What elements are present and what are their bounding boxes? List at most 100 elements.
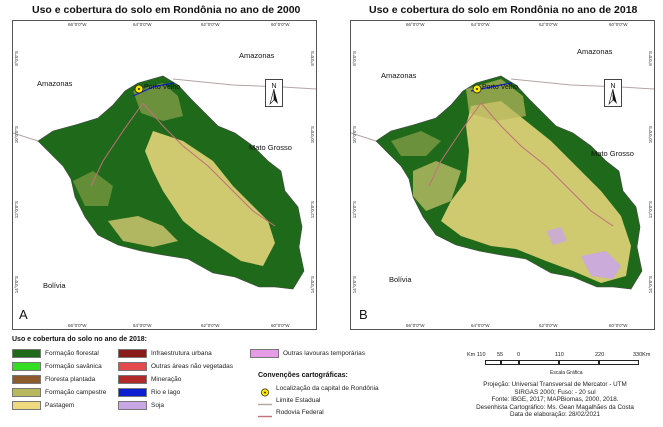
map-a-tick-right-3: 12°0'0"S (310, 201, 315, 219)
scale-label: 55 (497, 352, 504, 358)
map-panel-b: 66°0'0"W 64°0'0"W 62°0'0"W 60°0'0"W 66°0… (350, 20, 655, 330)
scale-label: 110 (555, 352, 564, 358)
map-b-tick-bottom-1: 66°0'0"W (406, 323, 425, 328)
federal-road-line-icon (258, 408, 272, 418)
map-a-tick-bottom-1: 66°0'0"W (68, 323, 87, 328)
map-b-tick-left-3: 12°0'0"S (352, 201, 357, 219)
map-a-tick-top-2: 64°0'0"W (133, 22, 152, 27)
map-a-north-arrow: N (265, 79, 283, 107)
map-b-label-porto-velho: Porto Velho (482, 84, 519, 91)
scale-label: 0 (517, 352, 521, 358)
legend-item-floresta-plantada: Floresta plantada (12, 375, 95, 384)
legend-item-pastagem: Pastagem (12, 401, 74, 410)
scale-segment (559, 360, 599, 365)
map-a-tick-left-3: 12°0'0"S (14, 201, 19, 219)
scale-segment (599, 360, 639, 365)
map-b-label-amazonas-west: Amazonas (381, 71, 417, 80)
map-a-label-bolivia: Bolívia (43, 281, 66, 290)
map-b-tick-left-1: 8°0'0"S (352, 51, 357, 66)
map-b-tick-bottom-2: 64°0'0"W (471, 323, 490, 328)
map-a-tick-top-1: 66°0'0"W (68, 22, 87, 27)
map-b-tick-top-3: 62°0'0"W (539, 22, 558, 27)
legend-item-formacao-savanica: Formação savânica (12, 362, 102, 371)
scale-segment (501, 360, 519, 365)
map-a-tick-right-1: 8°0'0"S (310, 51, 315, 66)
legend-item-infraestrutura-urbana: Infraestrutura urbana (118, 349, 212, 358)
map-a-title: Uso e cobertura do solo em Rondônia no a… (32, 4, 301, 16)
legend-label: Mineração (151, 376, 182, 383)
legend-swatch (12, 362, 41, 371)
legend-label: Outras lavouras temporárias (283, 350, 366, 357)
scale-segment (519, 360, 559, 365)
legend-swatch (118, 349, 147, 358)
legend-item-soja: Soja (118, 401, 164, 410)
map-a-label-amazonas-west: Amazonas (37, 79, 73, 88)
legend-swatch (118, 362, 147, 371)
map-b-label-bolivia: Bolívia (389, 275, 412, 284)
map-b-tick-top-4: 60°0'0"W (609, 22, 628, 27)
convention-state-border: Limite Estadual (258, 396, 321, 406)
map-a-tick-top-3: 62°0'0"W (201, 22, 220, 27)
map-b-tick-right-3: 12°0'0"S (648, 201, 653, 219)
map-b-tick-top-2: 64°0'0"W (471, 22, 490, 27)
legend-item-mineracao: Mineração (118, 375, 181, 384)
convention-federal-road-label: Rodovia Federal (276, 409, 324, 416)
legend-swatch (118, 388, 147, 397)
legend-label: Infraestrutura urbana (151, 350, 212, 357)
legend-item-rio-e-lago: Rio e lago (118, 388, 180, 397)
legend-label: Rio e lago (151, 389, 181, 396)
map-b-letter: B (359, 307, 368, 322)
legend-label: Formação savânica (45, 363, 102, 370)
convention-federal-road: Rodovia Federal (258, 408, 324, 418)
legend-item-outras-areas: Outras áreas não vegetadas (118, 362, 233, 371)
map-b-north-arrow: N (604, 79, 622, 107)
legend-swatch (12, 388, 41, 397)
convention-capital: Localização da capital de Rondônia (258, 384, 379, 397)
map-a-tick-top-4: 60°0'0"W (271, 22, 290, 27)
map-b-canvas (351, 75, 654, 290)
map-a-tick-bottom-4: 60°0'0"W (271, 323, 290, 328)
scale-segment (485, 360, 501, 365)
map-b-label-mato-grosso: Mato Grosso (591, 149, 634, 158)
legend-swatch (12, 401, 41, 410)
north-letter: N (610, 83, 615, 90)
scale-label: Km 110 (467, 352, 486, 358)
map-credits: Projeção: Universal Transversal de Merca… (455, 381, 655, 419)
legend-swatch (118, 401, 147, 410)
map-b-tick-right-1: 8°0'0"S (648, 51, 653, 66)
legend-label: Formação campestre (45, 389, 107, 396)
legend-swatch (118, 375, 147, 384)
map-b-title: Uso e cobertura do solo em Rondônia no a… (369, 4, 638, 16)
map-a-tick-right-4: 14°0'0"S (310, 276, 315, 294)
legend-label: Formação florestal (45, 350, 99, 357)
credit-datum: SIRGAS 2000; Fuso: - 20 sul (514, 388, 596, 396)
map-a-tick-left-2: 10°0'0"S (14, 126, 19, 144)
convention-state-border-label: Limite Estadual (276, 397, 321, 404)
scale-label: 220 (595, 352, 605, 358)
map-b-tick-bottom-3: 62°0'0"W (539, 323, 558, 328)
state-border-line-icon (258, 396, 272, 406)
map-a-canvas (13, 75, 316, 290)
legend-title: Uso e cobertura do solo no ano de 2018: (12, 336, 147, 343)
map-panel-a: 66°0'0"W 64°0'0"W 62°0'0"W 60°0'0"W 66°0… (12, 20, 317, 330)
legend-swatch (12, 375, 41, 384)
map-b-tick-bottom-4: 60°0'0"W (609, 323, 628, 328)
map-b-tick-left-4: 14°0'0"S (352, 276, 357, 294)
convention-capital-label: Localização da capital de Rondônia (276, 385, 379, 392)
legend-swatch (12, 349, 41, 358)
map-a-tick-left-4: 14°0'0"S (14, 276, 19, 294)
map-a-label-porto-velho: Porto Velho (144, 84, 181, 91)
legend-label: Outras áreas não vegetadas (151, 363, 234, 370)
map-b-tick-top-1: 66°0'0"W (406, 22, 425, 27)
map-a-label-mato-grosso: Mato Grosso (249, 143, 292, 152)
credit-date: Data de elaboração: 28/02/2021 (510, 411, 600, 419)
north-letter: N (271, 83, 276, 90)
credit-source: Fonte: IBGE, 2017; MAPBiomas, 2000, 2018… (491, 396, 619, 404)
legend-label: Soja (151, 402, 165, 409)
map-a-label-amazonas-east: Amazonas (239, 51, 275, 60)
map-b-tick-right-2: 10°0'0"S (648, 126, 653, 144)
map-a-letter: A (19, 307, 28, 322)
legend-item-formacao-florestal: Formação florestal (12, 349, 99, 358)
legend-item-outras-lavouras: Outras lavouras temporárias (250, 349, 365, 358)
scale-label: 330Km (633, 352, 651, 358)
